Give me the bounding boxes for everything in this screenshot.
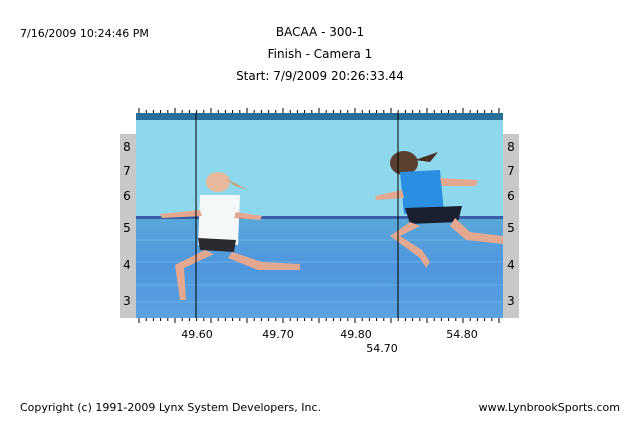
time-label: 54.80: [446, 328, 478, 341]
lane-label: 5: [123, 221, 131, 235]
finish-photo: [120, 108, 519, 323]
runner-left: [160, 172, 300, 300]
time-label: 49.60: [181, 328, 213, 341]
timestamp: 7/16/2009 10:24:46 PM: [20, 27, 149, 40]
lane-label: 6: [123, 189, 131, 203]
start-time: Start: 7/9/2009 20:26:33.44: [236, 69, 404, 83]
lane-label: 7: [507, 164, 515, 178]
website: www.LynbrookSports.com: [479, 401, 620, 414]
lane-label: 8: [123, 140, 131, 154]
lane-label: 8: [507, 140, 515, 154]
subtitle: Finish - Camera 1: [268, 47, 373, 61]
lane-label: 5: [507, 221, 515, 235]
lane-label: 3: [507, 294, 515, 308]
time-label: 49.80: [340, 328, 372, 341]
title: BACAA - 300-1: [276, 25, 364, 39]
runner-right: [375, 151, 503, 268]
lane-label: 4: [507, 258, 515, 272]
lane-label: 7: [123, 164, 131, 178]
lane-label: 6: [507, 189, 515, 203]
lane-label: 3: [123, 294, 131, 308]
copyright: Copyright (c) 1991-2009 Lynx System Deve…: [20, 401, 321, 414]
lane-label: 4: [123, 258, 131, 272]
cursor-time-label: 54.70: [366, 342, 398, 355]
time-label: 49.70: [262, 328, 294, 341]
